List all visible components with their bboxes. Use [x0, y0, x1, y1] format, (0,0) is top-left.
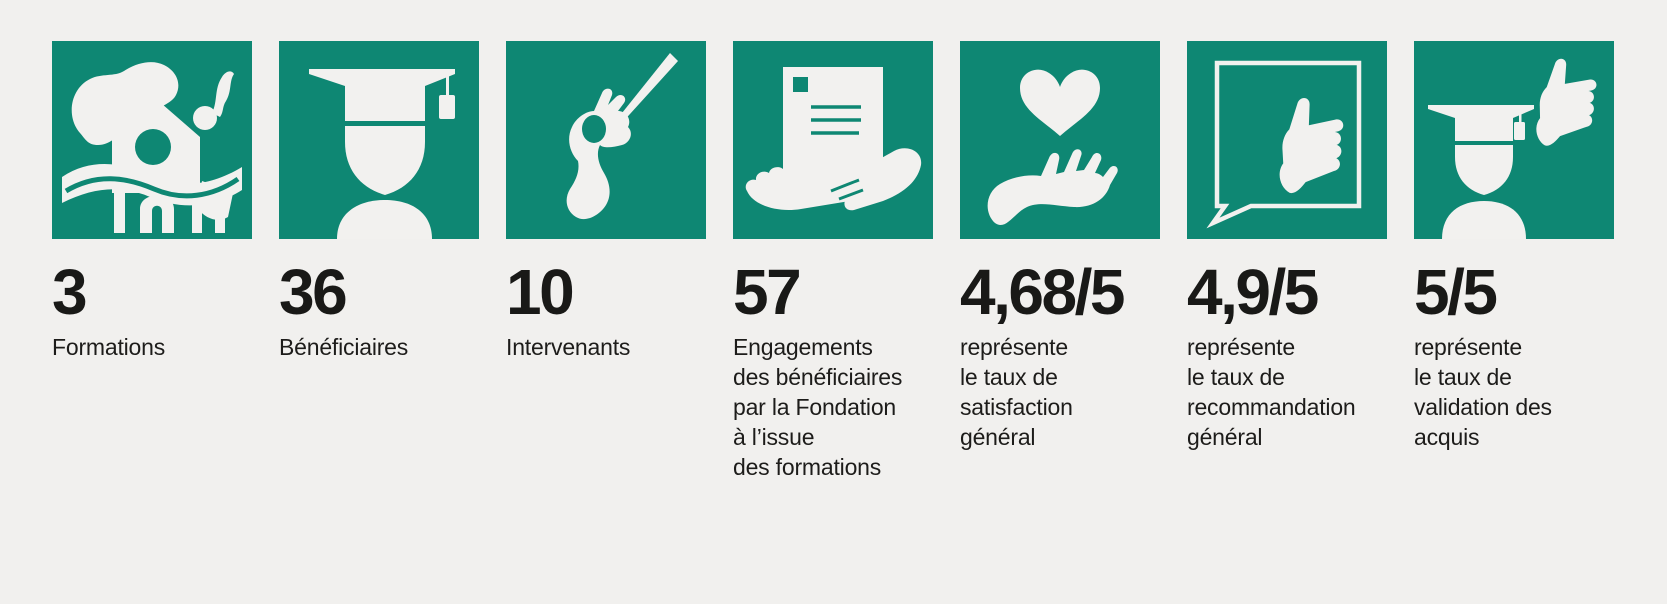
conductor-hand-icon: [566, 53, 678, 220]
stat-label: Intervenants: [506, 334, 631, 360]
stat-value: 36: [279, 256, 348, 328]
stat-engagements: 57 Engagements des bénéficiaires par la …: [733, 41, 933, 482]
stat-value: 5/5: [1414, 256, 1498, 328]
stat-value: 3: [52, 256, 88, 328]
stat-label: Bénéficiaires: [279, 334, 409, 360]
stat-tile-validation: [1414, 41, 1614, 239]
stat-tile-beneficiaires: [279, 41, 479, 239]
stat-label: représente le taux de recommandation gén…: [1187, 334, 1356, 450]
stat-tile-recommandation: [1187, 41, 1387, 239]
stat-intervenants: 10 Intervenants: [506, 41, 706, 362]
stat-recommandation: 4,9/5 représente le taux de recommandati…: [1187, 41, 1387, 452]
graduate-icon: [309, 69, 455, 239]
stat-value: 10: [506, 256, 575, 328]
stat-satisfaction: 4,68/5 représente le taux de satisfactio…: [960, 41, 1160, 452]
stat-tile-formations: [52, 41, 252, 239]
music-birdhouse-icon: [62, 62, 242, 233]
stat-label: Formations: [52, 334, 166, 360]
stat-validation: 5/5 représente le taux de validation des…: [1414, 41, 1614, 452]
thumbs-up-speech-bubble-icon: [1206, 60, 1362, 229]
stat-tile-engagements: [733, 41, 933, 239]
stat-value: 57: [733, 256, 802, 328]
stat-beneficiaires: 36 Bénéficiaires: [279, 41, 479, 362]
stats-row: 3 Formations 36 Bénéficiaires 10 Interve: [52, 41, 1614, 482]
stat-tile-satisfaction: [960, 41, 1160, 239]
stat-label: Engagements des bénéficiaires par la Fon…: [733, 334, 903, 480]
stat-label: représente le taux de validation des acq…: [1414, 334, 1552, 450]
document-in-hands-icon: [745, 67, 922, 211]
heart-over-hand-icon: [987, 69, 1118, 226]
stat-tile-intervenants: [506, 41, 706, 239]
stat-value: 4,68/5: [960, 256, 1125, 328]
stat-formations: 3 Formations: [52, 41, 252, 362]
stat-value: 4,9/5: [1187, 256, 1319, 328]
graduate-thumbs-up-icon: [1428, 58, 1597, 239]
stat-label: représente le taux de satisfaction génér…: [960, 334, 1073, 450]
